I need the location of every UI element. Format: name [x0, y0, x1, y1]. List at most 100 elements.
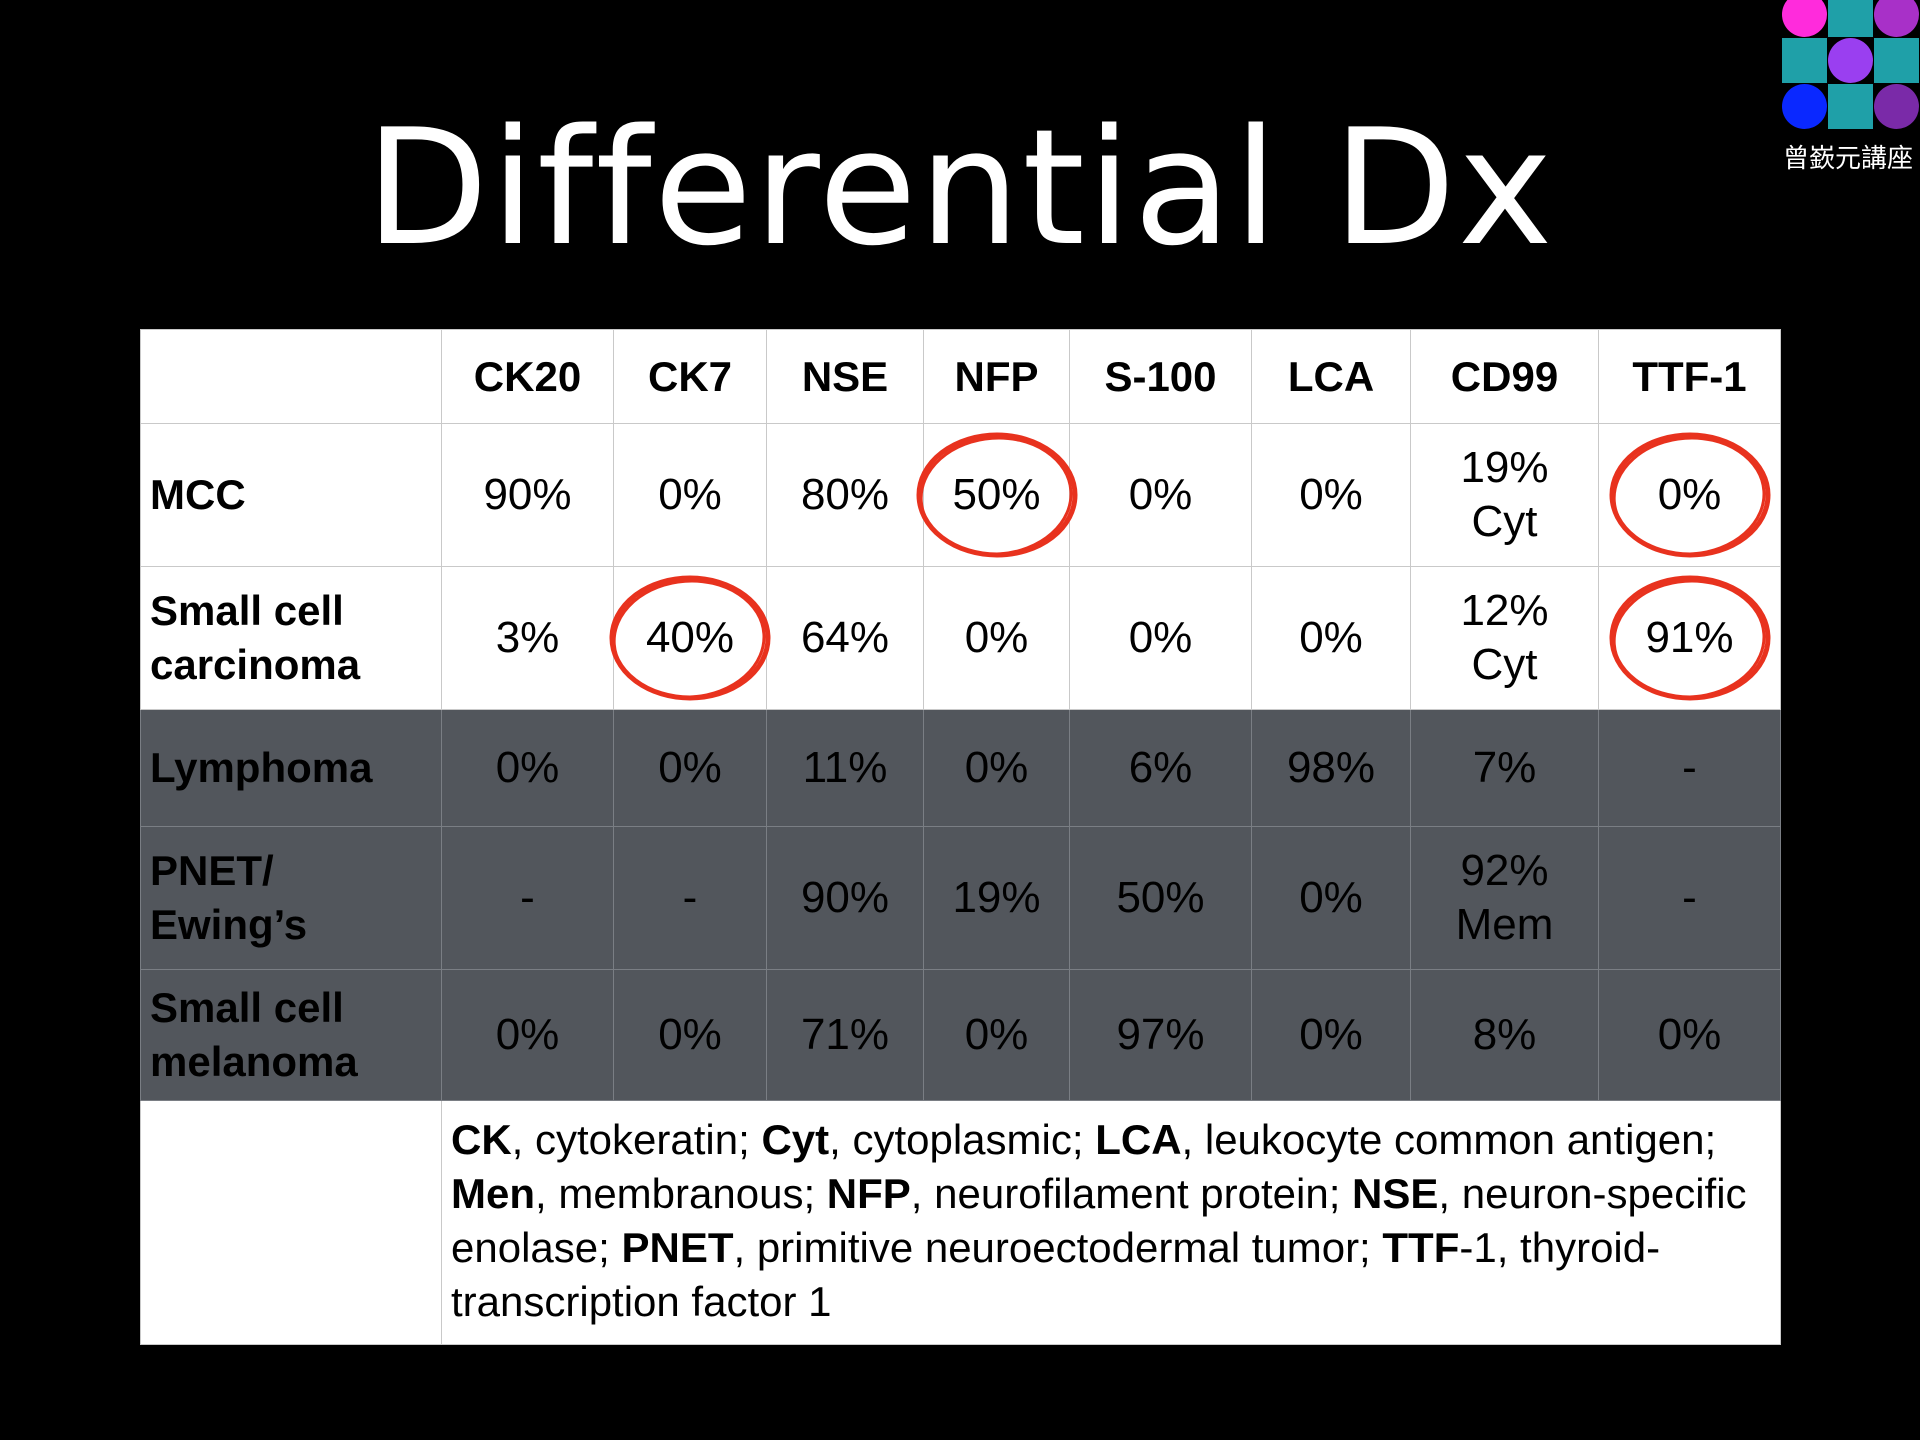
table-cell: 0% [1251, 969, 1411, 1101]
table-cell: 0% [923, 566, 1070, 710]
logo-tile [1828, 0, 1873, 37]
row-label: Lymphoma [140, 709, 442, 827]
cell-value-line: 11% [802, 743, 888, 792]
cell-value: 71% [801, 1008, 889, 1062]
footnote-definition: , cytoplasmic; [829, 1116, 1096, 1163]
cell-value-line: Cyt [1471, 640, 1538, 689]
row-label: MCC [140, 423, 442, 567]
cell-value: 6% [1129, 741, 1193, 795]
footnote-definition: , neuron-specific enolase; [451, 1170, 1747, 1271]
cell-value-line: 92% [1460, 846, 1549, 895]
cell-value: 90% [801, 871, 889, 925]
table-cell: 98% [1251, 709, 1411, 827]
cell-value: 0% [965, 611, 1029, 665]
table-cell: 3% [441, 566, 614, 710]
cell-value: - [520, 871, 535, 925]
cell-value-line: - [1682, 743, 1697, 792]
cell-value-line: 19% [952, 873, 1041, 922]
cell-value: 19% [952, 871, 1040, 925]
cell-value-line: 0% [1128, 613, 1193, 662]
cell-value: 0% [658, 1008, 722, 1062]
footnote-term: LCA [1095, 1116, 1182, 1163]
table-cell: 0% [441, 969, 614, 1101]
cell-value-line: 91% [1645, 613, 1734, 662]
footnote-definition: , primitive neuroectodermal tumor; [733, 1224, 1383, 1271]
row-label: Small cell melanoma [140, 969, 442, 1101]
row-label-line: MCC [150, 471, 246, 518]
table-cell: 64% [766, 566, 924, 710]
table-cell: 92% Mem [1410, 826, 1599, 970]
column-header: CD99 [1410, 329, 1599, 424]
table-cell: 0% [923, 709, 1070, 827]
table-cell: - [1598, 826, 1781, 970]
table-cell: 50% [916, 423, 1077, 567]
table-row: Small cell melanoma 0% 0% 71% 0% 97% 0% 8% 0% [140, 969, 1781, 1101]
row-label-line: melanoma [150, 1038, 358, 1085]
footnote-term: NFP [826, 1170, 911, 1217]
table-row: PNET/Ewing’s - - 90% 19% 50% 0% 92% Mem - [140, 826, 1781, 970]
cell-value: 92% Mem [1456, 844, 1554, 952]
cell-value: 12% Cyt [1460, 584, 1548, 692]
cell-value: 50% [952, 468, 1040, 522]
cell-value: 0% [1658, 468, 1722, 522]
footnote-term: TTF [1382, 1224, 1460, 1271]
table-cell: 0% [1069, 423, 1252, 567]
logo-tile [1828, 84, 1873, 129]
cell-value-line: 98% [1286, 743, 1376, 792]
cell-value-line: 12% [1460, 586, 1549, 635]
cell-value: 0% [496, 1008, 560, 1062]
table-row: Small cell carcinoma 3% 40% 64% 0% 0% 0% 12% Cyt 9… [140, 566, 1781, 710]
table-cell: 0% [1251, 826, 1411, 970]
footnote-spacer [140, 1100, 442, 1345]
cell-value-line: 50% [1116, 873, 1205, 922]
table-cell: 7% [1410, 709, 1599, 827]
table-cell: - [1598, 709, 1781, 827]
corner-cell [140, 329, 442, 424]
column-header: NSE [766, 329, 924, 424]
cell-value: 0% [496, 741, 560, 795]
table-cell: 71% [766, 969, 924, 1101]
table-cell: 0% [1598, 423, 1781, 567]
cell-value-line: 71% [800, 1010, 890, 1059]
table-cell: 19% [923, 826, 1070, 970]
logo-tile [1828, 38, 1873, 83]
cell-value-line: 90% [800, 873, 890, 922]
cell-value: 50% [1116, 871, 1204, 925]
table-row: Lymphoma 0% 0% 11% 0% 6% 98% 7% - [140, 709, 1781, 827]
cell-value: 0% [1299, 1008, 1363, 1062]
ihc-table: CK20 CK7 NSE NFP S-100 LCA CD99 TTF-1 MCC 90% 0% 8… [140, 329, 1781, 1345]
table-cell: 0% [1069, 566, 1252, 710]
cell-value-line: 0% [495, 743, 560, 792]
table-cell: 11% [766, 709, 924, 827]
cell-value-line: 0% [1299, 873, 1363, 922]
table-cell: 50% [1069, 826, 1252, 970]
cell-value: - [683, 871, 698, 925]
row-label-line: Lymphoma [150, 744, 373, 791]
cell-value-line: Cyt [1471, 497, 1538, 546]
cell-value-line: 40% [645, 613, 735, 662]
row-label-line: Ewing’s [150, 901, 308, 948]
cell-value-line: 7% [1472, 743, 1537, 792]
table-cell: 91% [1598, 566, 1781, 710]
slide-title: Differential Dx [365, 94, 1555, 281]
table-cell: 40% [609, 566, 771, 710]
cell-value-line: 0% [658, 470, 722, 519]
table-cell: 97% [1069, 969, 1252, 1101]
row-label: Small cell carcinoma [140, 566, 442, 710]
logo-tile [1874, 0, 1919, 37]
cell-value-line: - [520, 873, 535, 922]
row-label-line: PNET/ [150, 847, 274, 894]
cell-value-line: 80% [800, 470, 890, 519]
cell-value-line: - [682, 873, 698, 922]
cell-value: 0% [965, 1008, 1029, 1062]
column-header: TTF-1 [1598, 329, 1781, 424]
cell-value-line: 97% [1116, 1010, 1205, 1059]
cell-value: 80% [801, 468, 889, 522]
cell-value: 8% [1473, 1008, 1537, 1062]
cell-value: 0% [1129, 468, 1193, 522]
cell-value-line: 8% [1472, 1010, 1537, 1059]
cell-value: 0% [965, 741, 1029, 795]
table-cell: - [441, 826, 614, 970]
table-row: MCC 90% 0% 80% 50% 0% 0% 19% Cyt 0% [140, 423, 1781, 567]
cell-value: - [1682, 871, 1697, 925]
